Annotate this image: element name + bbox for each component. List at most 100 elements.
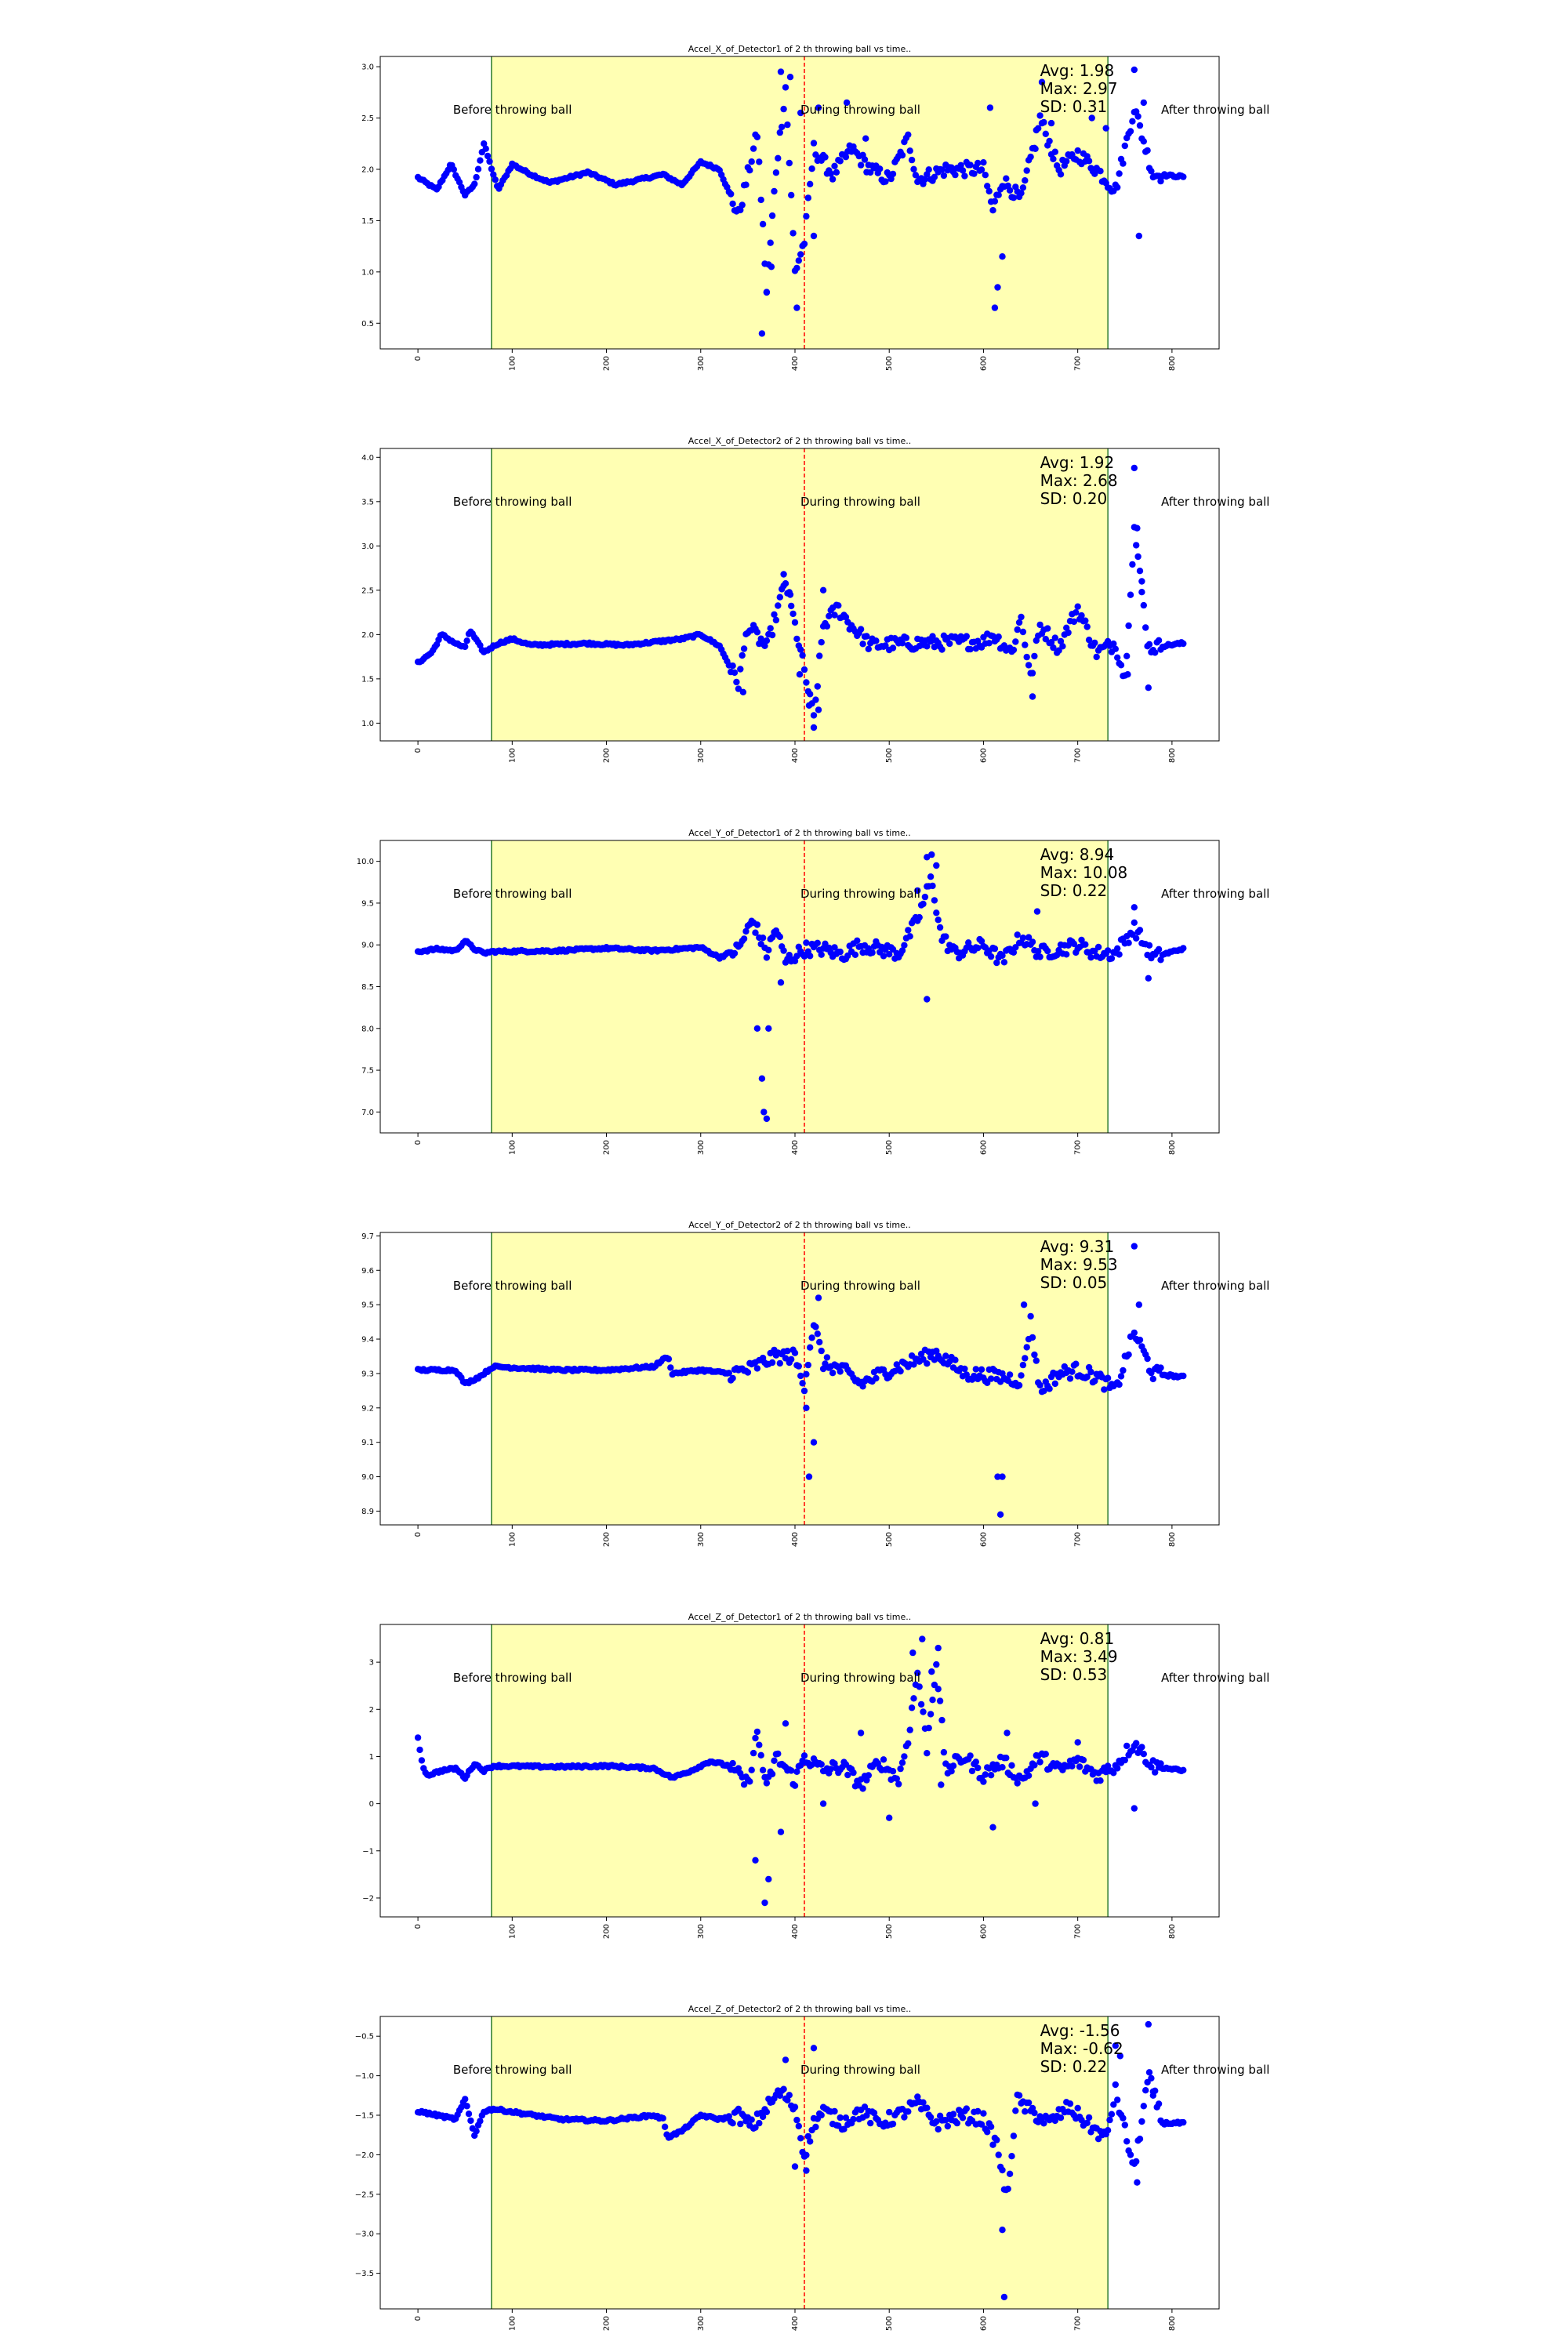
data-point <box>800 1752 808 1759</box>
data-point <box>1046 1385 1053 1392</box>
data-point <box>733 678 740 686</box>
data-point <box>910 1695 917 1702</box>
data-point <box>725 1370 732 1377</box>
data-point <box>797 646 804 653</box>
data-point <box>735 685 742 692</box>
data-point <box>1148 2074 1155 2082</box>
before-throwing-label: Before throwing ball <box>453 887 572 901</box>
data-point <box>1155 2100 1163 2107</box>
data-point <box>1040 2120 1047 2127</box>
data-point <box>1155 637 1163 644</box>
data-point <box>1133 1740 1140 1747</box>
data-point <box>1121 142 1129 150</box>
data-point <box>1000 2293 1008 2301</box>
x-tick-label: 400 <box>791 1532 800 1547</box>
data-point <box>946 640 953 648</box>
data-point <box>1057 2114 1065 2122</box>
data-point <box>1129 561 1136 568</box>
data-point <box>1073 1360 1080 1367</box>
data-point <box>963 633 971 640</box>
data-point <box>959 167 967 174</box>
data-point <box>936 1697 944 1704</box>
data-point <box>1114 2096 1121 2103</box>
data-point <box>842 613 850 621</box>
data-point <box>898 947 906 954</box>
data-point <box>1022 1355 1029 1362</box>
data-point <box>831 162 838 169</box>
data-point <box>788 602 795 610</box>
data-point <box>1023 167 1030 174</box>
x-tick-label: 100 <box>508 1532 517 1547</box>
data-point <box>1145 684 1152 691</box>
data-point <box>796 671 804 678</box>
data-point <box>814 1330 822 1338</box>
data-point <box>1080 1756 1087 1764</box>
data-point <box>1033 908 1041 915</box>
data-point <box>735 2105 742 2113</box>
data-point <box>1057 637 1065 645</box>
data-point <box>1082 617 1089 624</box>
data-point <box>909 1649 916 1657</box>
data-point <box>843 99 851 107</box>
data-point <box>1019 935 1027 942</box>
data-point <box>739 652 746 659</box>
data-point <box>782 1355 789 1362</box>
data-point <box>1019 1361 1027 1369</box>
data-point <box>975 159 982 167</box>
data-point <box>1076 1763 1083 1770</box>
during-throwing-label: During throwing ball <box>800 2063 920 2077</box>
data-point <box>776 933 783 941</box>
data-point <box>914 887 921 895</box>
data-point <box>803 939 810 946</box>
data-point <box>791 1782 799 1789</box>
data-point <box>1022 177 1029 184</box>
data-point <box>784 121 791 129</box>
data-point <box>931 897 938 904</box>
data-point <box>784 2096 791 2103</box>
data-point <box>1127 2151 1134 2158</box>
data-point <box>1114 945 1121 952</box>
data-point <box>933 1347 940 1355</box>
data-point <box>759 1766 767 1773</box>
data-point <box>780 947 787 954</box>
data-point <box>728 191 735 198</box>
x-tick-label: 800 <box>1168 1140 1177 1155</box>
data-point <box>1046 137 1053 145</box>
x-tick-label: 300 <box>697 1140 706 1155</box>
data-point <box>1047 119 1055 127</box>
data-point <box>865 1772 873 1779</box>
data-point <box>1022 641 1029 648</box>
data-point <box>740 1781 748 1788</box>
stat-std-dev: SD: 0.22 <box>1040 2057 1108 2076</box>
data-point <box>800 953 808 960</box>
x-tick-label: 700 <box>1074 2316 1083 2331</box>
data-point <box>842 2114 850 2122</box>
data-point <box>982 1771 989 1778</box>
data-points <box>414 2020 1187 2301</box>
data-point <box>1134 524 1141 532</box>
data-point <box>967 1752 974 1759</box>
data-point <box>729 662 736 670</box>
data-point <box>925 1724 932 1732</box>
data-point <box>1035 125 1042 132</box>
subplot-accel-z-detector1: Accel_Z_of_Detector1 of 2 th throwing ba… <box>362 1612 1269 1939</box>
data-point <box>999 2227 1006 2234</box>
data-point <box>910 1361 917 1368</box>
data-point <box>1066 2100 1074 2107</box>
data-point <box>935 916 942 924</box>
data-point <box>1152 649 1159 656</box>
data-point <box>972 1366 980 1373</box>
data-point <box>929 1697 936 1704</box>
data-point <box>965 939 972 946</box>
x-tick-label: 700 <box>1074 356 1083 371</box>
data-point <box>815 104 822 111</box>
data-point <box>788 1356 795 1363</box>
data-point <box>920 2099 927 2106</box>
data-point <box>1014 1780 1021 1787</box>
data-point <box>933 862 940 869</box>
y-tick-label: 2 <box>369 1706 374 1715</box>
data-point <box>782 1720 789 1727</box>
data-point <box>760 1109 768 1116</box>
x-tick-label: 600 <box>979 2316 988 2331</box>
data-point <box>462 2096 469 2103</box>
